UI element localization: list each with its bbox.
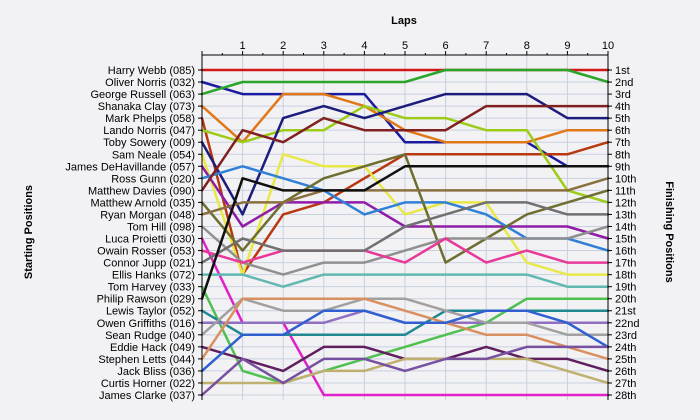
- start-label: Owen Griffiths (016): [97, 318, 195, 330]
- y-axis-title-left: Starting Positions: [23, 185, 35, 279]
- finish-label: 8th: [615, 149, 630, 161]
- finish-label: 18th: [615, 270, 636, 282]
- series-lines: [200, 68, 610, 397]
- finish-label: 3rd: [615, 89, 631, 101]
- start-label: Ryan Morgan (048): [100, 209, 195, 221]
- start-label: Connor Jupp (021): [103, 258, 195, 270]
- finish-label: 22nd: [615, 318, 639, 330]
- finish-label: 28th: [615, 390, 636, 402]
- start-label: Harry Webb (085): [108, 65, 195, 77]
- lap-tick-label: 10: [602, 40, 614, 52]
- start-label: George Russell (063): [90, 89, 195, 101]
- finish-label: 23rd: [615, 330, 637, 342]
- finish-label: 10th: [615, 173, 636, 185]
- finish-label: 26th: [615, 366, 636, 378]
- finish-label: 6th: [615, 125, 630, 137]
- series-line-3: [200, 68, 610, 96]
- series-line-8: [200, 153, 610, 276]
- start-label: Tom Harvey (033): [108, 282, 195, 294]
- y-axis-title-right: Finishing Positions: [663, 181, 675, 282]
- lap-tick-labels: 1 2 3 4 5 6 7 8 9 10: [240, 40, 615, 52]
- series-line-13: [200, 177, 610, 216]
- finish-label: 5th: [615, 113, 630, 125]
- lap-tick-label: 6: [443, 40, 449, 52]
- start-label: Ross Gunn (020): [111, 173, 195, 185]
- start-label: Jack Bliss (036): [117, 366, 195, 378]
- start-label: Sean Rudge (040): [105, 330, 195, 342]
- series-line-12: [200, 153, 610, 264]
- start-labels: Harry Webb (085)Oliver Norris (032)Georg…: [65, 65, 195, 402]
- start-label: Philip Rawson (029): [97, 294, 195, 306]
- start-label: Sam Neale (054): [112, 149, 195, 161]
- series-line-11: [200, 104, 610, 192]
- lap-tick-label: 2: [280, 40, 286, 52]
- axes: [198, 51, 612, 400]
- lap-tick-label: 8: [524, 40, 530, 52]
- lap-tick-label: 3: [321, 40, 327, 52]
- finish-label: 11th: [615, 185, 636, 197]
- start-label: Shanaka Clay (073): [98, 101, 195, 113]
- lap-tick-label: 5: [402, 40, 408, 52]
- series-line-16: [200, 237, 610, 264]
- start-label: Tom Hill (098): [127, 221, 195, 233]
- finish-label: 17th: [615, 258, 636, 270]
- start-label: Luca Proietti (030): [105, 234, 195, 246]
- series-line-7: [200, 92, 610, 216]
- finish-label: 25th: [615, 354, 636, 366]
- finish-label: 1st: [615, 65, 630, 77]
- lap-tick-label: 4: [361, 40, 367, 52]
- start-label: Eddie Hack (049): [110, 342, 195, 354]
- finish-label: 19th: [615, 282, 636, 294]
- series-line-6: [200, 104, 610, 204]
- series-line-27: [200, 357, 610, 385]
- finish-labels: 1st2nd3rd4th5th6th7th8th9th10th11th12th1…: [615, 65, 639, 402]
- start-label: James DeHavillande (057): [65, 161, 195, 173]
- x-axis-title: Laps: [391, 15, 417, 27]
- finish-label: 20th: [615, 294, 636, 306]
- start-label: James Clarke (037): [99, 390, 195, 402]
- finish-label: 21st: [615, 306, 636, 318]
- series-line-19: [200, 285, 610, 385]
- finish-label: 14th: [615, 221, 636, 233]
- series-line-14: [200, 225, 610, 276]
- finish-label: 24th: [615, 342, 636, 354]
- start-label: Owain Rosser (053): [97, 246, 195, 258]
- finish-label: 27th: [615, 378, 636, 390]
- series-line-23: [200, 297, 610, 337]
- finish-label: 7th: [615, 137, 630, 149]
- finish-label: 9th: [615, 161, 630, 173]
- series-line-26: [200, 309, 610, 373]
- lap-tick-label: 7: [483, 40, 489, 52]
- finish-label: 2nd: [615, 77, 633, 89]
- start-label: Lewis Taylor (052): [106, 306, 195, 318]
- series-line-18: [200, 273, 610, 288]
- start-label: Oliver Norris (032): [105, 77, 195, 89]
- finish-label: 12th: [615, 197, 636, 209]
- start-label: Mark Phelps (058): [105, 113, 195, 125]
- start-label: Lando Norris (047): [103, 125, 195, 137]
- start-label: Curtis Horner (022): [101, 378, 195, 390]
- finish-label: 4th: [615, 101, 630, 113]
- finish-label: 13th: [615, 209, 636, 221]
- series-line-17: [200, 201, 610, 264]
- start-label: Ellis Hanks (072): [112, 270, 195, 282]
- series-line-20: [200, 165, 610, 300]
- start-label: Matthew Arnold (035): [90, 197, 195, 209]
- finish-label: 16th: [615, 246, 636, 258]
- series-line-25: [200, 297, 610, 361]
- start-label: Stephen Letts (044): [98, 354, 195, 366]
- finish-label: 15th: [615, 234, 636, 246]
- lap-tick-label: 1: [240, 40, 246, 52]
- lap-tick-label: 9: [564, 40, 570, 52]
- start-label: Toby Sowery (009): [103, 137, 195, 149]
- start-label: Matthew Davies (090): [88, 185, 195, 197]
- series-line-28: [200, 345, 610, 397]
